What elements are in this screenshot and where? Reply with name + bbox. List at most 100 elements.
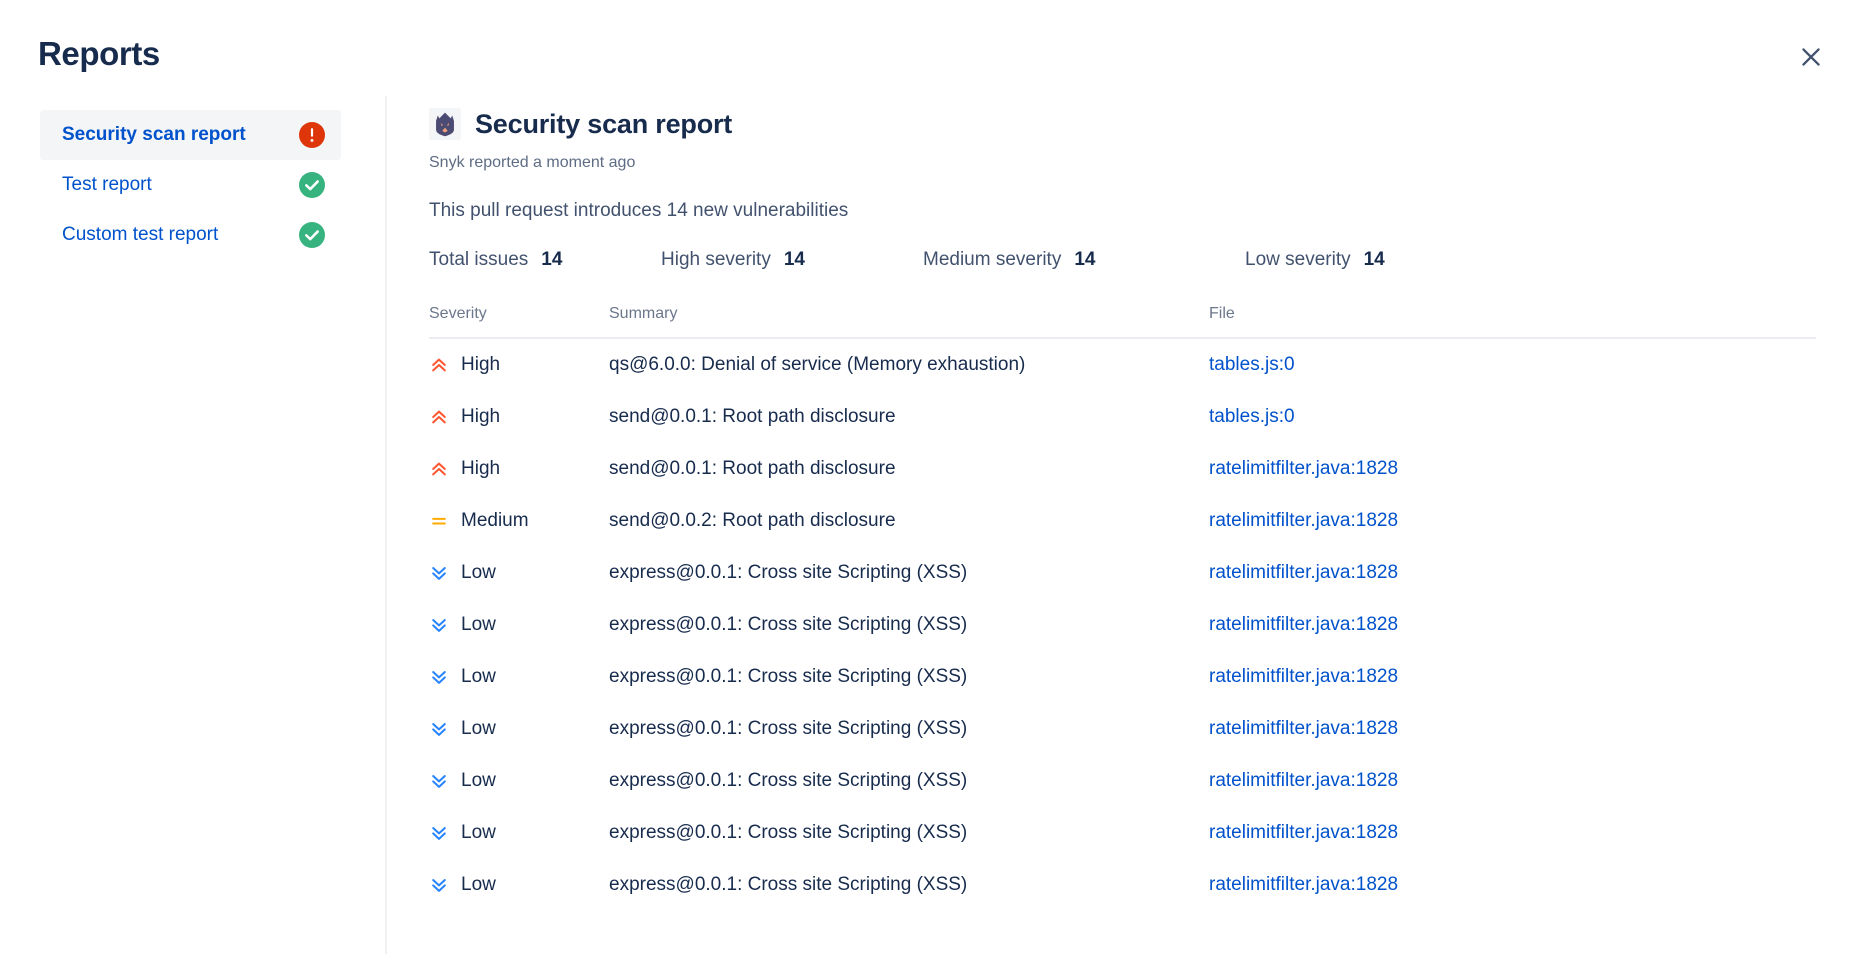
- cell-summary: express@0.0.1: Cross site Scripting (XSS…: [609, 822, 968, 843]
- severity-label: Low: [461, 874, 496, 895]
- file-link[interactable]: ratelimitfilter.java:1828: [1209, 614, 1399, 635]
- dialog-header: Reports: [0, 0, 1856, 96]
- cell-summary: express@0.0.1: Cross site Scripting (XSS…: [609, 770, 968, 791]
- cell-file: tables.js:0: [1209, 354, 1816, 376]
- cell-severity: Low: [429, 770, 609, 792]
- reports-sidebar: Security scan report Test report: [0, 96, 385, 954]
- cell-summary: express@0.0.1: Cross site Scripting (XSS…: [609, 562, 968, 583]
- cell-summary: qs@6.0.0: Denial of service (Memory exha…: [609, 354, 1026, 375]
- report-header: Security scan report: [429, 108, 1816, 140]
- page-title: Reports: [38, 35, 160, 72]
- file-link[interactable]: ratelimitfilter.java:1828: [1209, 718, 1399, 739]
- stat-value: 14: [1074, 249, 1096, 270]
- severity-low-icon: [429, 615, 449, 635]
- severity-label: Low: [461, 770, 496, 791]
- table-row: Low express@0.0.1: Cross site Scripting (…: [429, 547, 1816, 599]
- severity-low-icon: [429, 563, 449, 583]
- severity-low-icon: [429, 823, 449, 843]
- table-row: Low express@0.0.1: Cross site Scripting (…: [429, 859, 1816, 911]
- cell-summary: express@0.0.1: Cross site Scripting (XSS…: [609, 874, 968, 895]
- report-subtitle: Snyk reported a moment ago: [429, 154, 636, 171]
- dialog-body: Security scan report Test report: [0, 96, 1856, 954]
- severity-low-icon: [429, 875, 449, 895]
- table-row: High send@0.0.1: Root path disclosure tabl…: [429, 391, 1816, 443]
- cell-summary: send@0.0.1: Root path disclosure: [609, 406, 896, 427]
- status-badge-success: [299, 222, 325, 248]
- cell-file: ratelimitfilter.java:1828: [1209, 562, 1816, 584]
- sidebar-item-label: Security scan report: [62, 124, 246, 145]
- close-button[interactable]: [1788, 34, 1834, 80]
- cell-severity: High: [429, 354, 609, 376]
- stat-label: Total issues: [429, 249, 529, 270]
- check-icon: [299, 222, 325, 248]
- table-row: Low express@0.0.1: Cross site Scripting (…: [429, 807, 1816, 859]
- file-link[interactable]: ratelimitfilter.java:1828: [1209, 770, 1399, 791]
- sidebar-item-label: Custom test report: [62, 224, 219, 245]
- file-link[interactable]: tables.js:0: [1209, 354, 1295, 375]
- cell-file: ratelimitfilter.java:1828: [1209, 666, 1816, 688]
- severity-label: High: [461, 406, 501, 427]
- sidebar-item-custom-test-report[interactable]: Custom test report: [40, 210, 341, 260]
- vulnerabilities-table: Severity Summary File High qs@6.0.0: Deni…: [429, 305, 1816, 911]
- cell-file: ratelimitfilter.java:1828: [1209, 822, 1816, 844]
- status-badge-error: [299, 122, 325, 148]
- stat-label: Low severity: [1245, 249, 1351, 270]
- severity-label: Low: [461, 822, 496, 843]
- file-link[interactable]: ratelimitfilter.java:1828: [1209, 666, 1399, 687]
- sidebar-item-security-scan-report[interactable]: Security scan report: [40, 110, 341, 160]
- sidebar-item-test-report[interactable]: Test report: [40, 160, 341, 210]
- cell-summary: express@0.0.1: Cross site Scripting (XSS…: [609, 666, 968, 687]
- close-icon: [1798, 44, 1824, 70]
- cell-file: ratelimitfilter.java:1828: [1209, 458, 1816, 480]
- severity-label: Low: [461, 614, 496, 635]
- cell-severity: Low: [429, 614, 609, 636]
- severity-low-icon: [429, 771, 449, 791]
- cell-file: tables.js:0: [1209, 406, 1816, 428]
- stat-value: 14: [1363, 249, 1385, 270]
- column-header-file: File: [1209, 305, 1235, 322]
- stat-total-issues: Total issues 14: [429, 249, 661, 271]
- stat-medium-severity: Medium severity 14: [923, 249, 1245, 271]
- cell-severity: Low: [429, 666, 609, 688]
- stat-label: Medium severity: [923, 249, 1062, 270]
- file-link[interactable]: ratelimitfilter.java:1828: [1209, 874, 1399, 895]
- severity-high-icon: [429, 355, 449, 375]
- snyk-logo-icon: [429, 108, 461, 140]
- cell-file: ratelimitfilter.java:1828: [1209, 718, 1816, 740]
- stat-label: High severity: [661, 249, 771, 270]
- severity-high-icon: [429, 407, 449, 427]
- cell-file: ratelimitfilter.java:1828: [1209, 614, 1816, 636]
- severity-label: Low: [461, 666, 496, 687]
- report-description: This pull request introduces 14 new vuln…: [429, 200, 849, 221]
- table-header-row: Severity Summary File: [429, 305, 1816, 339]
- sidebar-item-label: Test report: [62, 174, 152, 195]
- status-badge-success: [299, 172, 325, 198]
- table-row: Low express@0.0.1: Cross site Scripting (…: [429, 703, 1816, 755]
- table-row: Low express@0.0.1: Cross site Scripting (…: [429, 651, 1816, 703]
- cell-summary: express@0.0.1: Cross site Scripting (XSS…: [609, 614, 968, 635]
- cell-summary: express@0.0.1: Cross site Scripting (XSS…: [609, 718, 968, 739]
- table-row: Low express@0.0.1: Cross site Scripting (…: [429, 755, 1816, 807]
- file-link[interactable]: ratelimitfilter.java:1828: [1209, 822, 1399, 843]
- cell-severity: Low: [429, 718, 609, 740]
- cell-severity: High: [429, 406, 609, 428]
- severity-high-icon: [429, 459, 449, 479]
- cell-summary: send@0.0.2: Root path disclosure: [609, 510, 896, 531]
- file-link[interactable]: ratelimitfilter.java:1828: [1209, 562, 1399, 583]
- severity-low-icon: [429, 667, 449, 687]
- table-row: High qs@6.0.0: Denial of service (Memory …: [429, 339, 1816, 391]
- file-link[interactable]: ratelimitfilter.java:1828: [1209, 510, 1399, 531]
- table-body: High qs@6.0.0: Denial of service (Memory …: [429, 339, 1816, 911]
- file-link[interactable]: ratelimitfilter.java:1828: [1209, 458, 1399, 479]
- table-row: High send@0.0.1: Root path disclosure rate…: [429, 443, 1816, 495]
- file-link[interactable]: tables.js:0: [1209, 406, 1295, 427]
- cell-severity: Low: [429, 822, 609, 844]
- severity-medium-icon: [429, 511, 449, 531]
- severity-label: Low: [461, 562, 496, 583]
- cell-severity: Medium: [429, 510, 609, 532]
- table-row: Medium send@0.0.2: Root path disclosure ra…: [429, 495, 1816, 547]
- stat-low-severity: Low severity 14: [1245, 249, 1385, 271]
- column-header-severity: Severity: [429, 305, 487, 322]
- cell-summary: send@0.0.1: Root path disclosure: [609, 458, 896, 479]
